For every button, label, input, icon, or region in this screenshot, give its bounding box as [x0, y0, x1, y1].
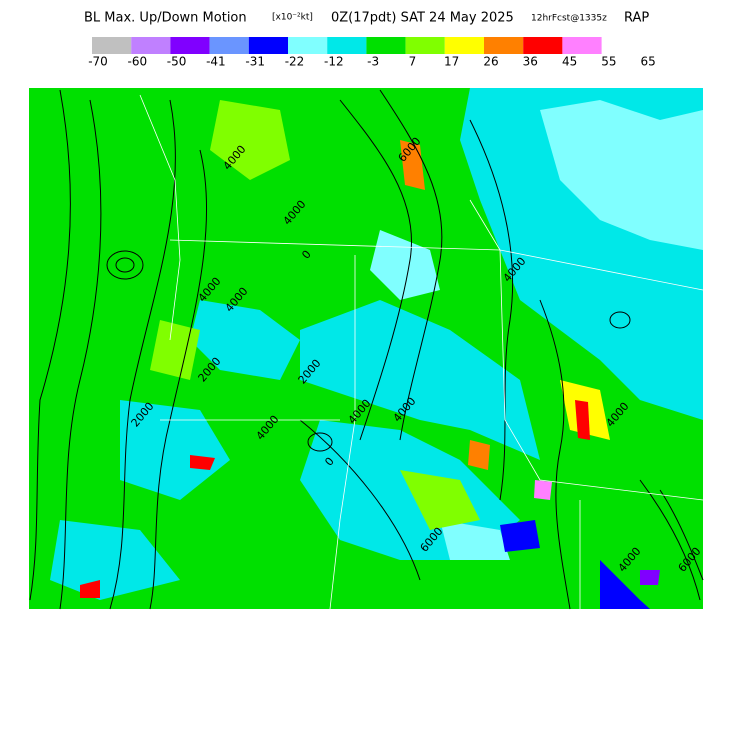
legend-label: -3 [367, 55, 379, 69]
legend-label: -31 [245, 55, 265, 69]
legend-label: 65 [641, 55, 656, 69]
legend: -70 -60 -50 -41 -31 -22 -12 -3 7 17 26 36 45 55 65 [88, 37, 656, 69]
legend-swatch [562, 37, 602, 54]
legend-swatch [484, 37, 524, 54]
borders [139, 94, 704, 610]
legend-label: -60 [127, 55, 147, 69]
legend-label: 26 [483, 55, 498, 69]
legend-swatch [405, 37, 445, 54]
title: BL Max. Up/Down Motion [84, 11, 247, 26]
legend-swatch [288, 37, 328, 54]
legend-label: -41 [206, 55, 226, 69]
model: RAP [624, 11, 649, 26]
forecast: 12hrFcst@1335z [531, 14, 607, 24]
legend-label: 55 [601, 55, 616, 69]
legend-label: 17 [444, 55, 459, 69]
legend-label: -70 [88, 55, 108, 69]
legend-label: 36 [523, 55, 538, 69]
legend-label: 7 [409, 55, 417, 69]
legend-swatch [248, 37, 288, 54]
units: [x10⁻²kt] [272, 13, 313, 23]
legend-swatch [366, 37, 406, 54]
valid-time: 0Z(17pdt) SAT 24 May 2025 [331, 11, 514, 26]
contours [29, 89, 704, 610]
legend-swatch [209, 37, 249, 54]
legend-swatch [131, 37, 171, 54]
legend-swatch [444, 37, 484, 54]
legend-label: -12 [324, 55, 344, 69]
legend-label: -22 [285, 55, 305, 69]
legend-swatch [327, 37, 367, 54]
legend-label: -50 [167, 55, 187, 69]
legend-swatch [92, 37, 132, 54]
legend-swatch [523, 37, 563, 54]
legend-label: 45 [562, 55, 577, 69]
header: BL Max. Up/Down Motion [x10⁻²kt] 0Z(17pd… [84, 11, 649, 26]
legend-swatch [170, 37, 210, 54]
